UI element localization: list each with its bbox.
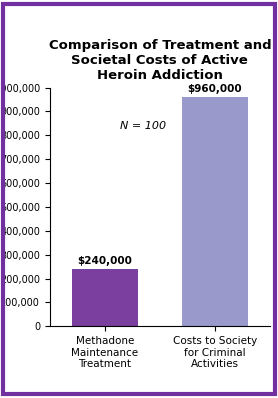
Text: N = 100: N = 100 bbox=[120, 121, 167, 131]
Text: $240,000: $240,000 bbox=[78, 256, 132, 266]
Title: Comparison of Treatment and
Societal Costs of Active
Heroin Addiction: Comparison of Treatment and Societal Cos… bbox=[49, 39, 271, 82]
Text: $960,000: $960,000 bbox=[187, 84, 242, 94]
Bar bbox=[72, 269, 138, 326]
Bar bbox=[182, 97, 248, 326]
